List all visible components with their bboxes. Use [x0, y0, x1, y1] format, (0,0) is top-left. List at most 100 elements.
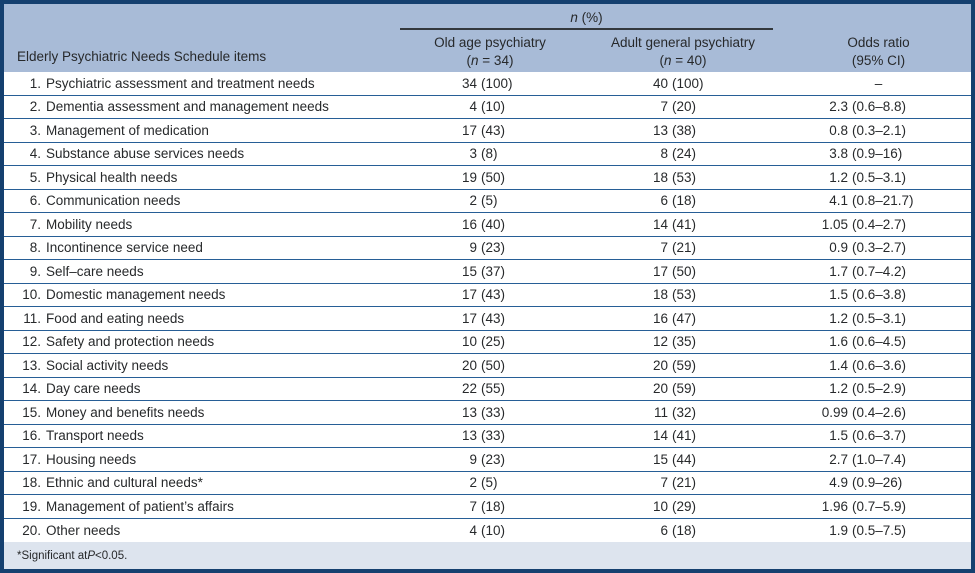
count-value: 7: [660, 240, 668, 256]
item-cell: 3. Management of medication: [4, 123, 400, 138]
count-value: 18: [652, 287, 668, 303]
count-value: 40: [652, 75, 668, 91]
percent-value: (32): [672, 404, 697, 420]
table-row: 6. Communication needs 2 (5) 6 (18) 4.1 (0.8…: [4, 190, 971, 213]
sub-italic-n: n: [471, 53, 479, 68]
n-percent-spanner: n (%): [400, 10, 773, 30]
ci-value: (0.4–2.7): [852, 216, 907, 232]
percent-value: (18): [672, 193, 697, 209]
sub-italic-n: n: [664, 53, 672, 68]
count-value: 9: [469, 240, 477, 256]
percent-value: (100): [481, 75, 513, 91]
sub-post: = 40): [671, 53, 707, 68]
odds-ratio-cell: 1.4 (0.6–3.6): [786, 358, 971, 373]
item-label: Day care needs: [46, 381, 141, 397]
odds-value: 2.7: [829, 451, 848, 467]
count-value: 6: [660, 193, 668, 209]
items-column-header: Elderly Psychiatric Needs Schedule items: [17, 49, 267, 64]
percent-value: (41): [672, 428, 697, 444]
old-age-value-cell: 19 (50): [400, 170, 580, 185]
item-number: 4.: [29, 146, 41, 162]
percent-value: (21): [672, 240, 697, 256]
count-value: 22: [461, 381, 477, 397]
percent-value: (5): [481, 475, 498, 491]
odds-value: 1.05: [821, 216, 848, 232]
table-body: 1. Psychiatric assessment and treatment n…: [4, 72, 971, 542]
percent-value: (25): [481, 334, 506, 350]
item-label: Housing needs: [46, 451, 137, 467]
count-value: 8: [660, 146, 668, 162]
odds-value: 1.9: [829, 522, 848, 538]
count-value: 17: [461, 287, 477, 303]
item-cell: 7. Mobility needs: [4, 217, 400, 232]
item-label: Money and benefits needs: [46, 404, 205, 420]
old-age-value-cell: 16 (40): [400, 217, 580, 232]
item-number: 15.: [22, 404, 41, 420]
ci-value: (0.7–4.2): [852, 263, 907, 279]
item-label: Social activity needs: [46, 357, 169, 373]
count-value: 2: [469, 193, 477, 209]
item-label: Ethnic and cultural needs*: [46, 475, 203, 491]
item-label: Management of medication: [46, 122, 209, 138]
percent-value: (100): [672, 75, 704, 91]
item-number: 18.: [22, 475, 41, 491]
item-label: Incontinence service need: [46, 240, 203, 256]
count-value: 14: [652, 216, 668, 232]
count-value: 17: [461, 122, 477, 138]
adult-general-value-cell: 40 (100): [580, 76, 786, 91]
count-value: 13: [461, 428, 477, 444]
percent-value: (37): [481, 263, 506, 279]
count-value: 10: [652, 498, 668, 514]
ci-value: (0.6–3.7): [852, 428, 907, 444]
item-label: Other needs: [46, 522, 121, 538]
item-cell: 14. Day care needs: [4, 381, 400, 396]
adult-general-value-cell: 12 (35): [580, 334, 786, 349]
item-number: 7.: [29, 216, 41, 232]
percent-value: (18): [672, 522, 697, 538]
count-value: 20: [652, 381, 668, 397]
item-number: 11.: [23, 310, 41, 326]
odds-value: 0.8: [829, 122, 848, 138]
table-header: Elderly Psychiatric Needs Schedule items…: [4, 4, 971, 72]
item-cell: 18. Ethnic and cultural needs*: [4, 475, 400, 490]
old-age-value-cell: 22 (55): [400, 381, 580, 396]
column-subtitle: (n = 34): [400, 52, 580, 70]
odds-ratio-cell: –: [874, 75, 883, 91]
item-label: Psychiatric assessment and treatment nee…: [46, 75, 315, 91]
count-value: 34: [461, 75, 477, 91]
percent-value: (33): [481, 404, 506, 420]
odds-value: 1.2: [829, 169, 848, 185]
table-row: 15. Money and benefits needs 13 (33) 11 (32…: [4, 401, 971, 425]
table-row: 8. Incontinence service need 9 (23) 7 (21) …: [4, 237, 971, 260]
odds-value: 1.96: [821, 498, 848, 514]
table-row: 11. Food and eating needs 17 (43) 16 (47) 1…: [4, 307, 971, 331]
item-number: 13.: [22, 357, 41, 373]
item-label: Food and eating needs: [46, 310, 185, 326]
item-label: Substance abuse services needs: [46, 146, 245, 162]
percent-value: (38): [672, 122, 697, 138]
adult-general-value-cell: 17 (50): [580, 264, 786, 279]
odds-ratio-cell: 1.6 (0.6–4.5): [786, 334, 971, 349]
odds-ratio-cell: 2.7 (1.0–7.4): [786, 452, 971, 467]
odds-ratio-cell: 1.2 (0.5–3.1): [786, 311, 971, 326]
table-row: 20. Other needs 4 (10) 6 (18) 1.9 (0.5–7.5): [4, 519, 971, 543]
sub-pre: (: [466, 53, 472, 68]
adult-general-value-cell: 7 (21): [580, 240, 786, 255]
item-number: 17.: [22, 451, 41, 467]
footnote-pre: *Significant at: [17, 549, 88, 562]
spanner-italic-n: n: [570, 10, 578, 25]
table-row: 1. Psychiatric assessment and treatment n…: [4, 72, 971, 96]
item-cell: 12. Safety and protection needs: [4, 334, 400, 349]
old-age-value-cell: 20 (50): [400, 358, 580, 373]
table-row: 4. Substance abuse services needs 3 (8) 8(…: [4, 143, 971, 166]
percent-value: (10): [481, 99, 506, 115]
item-cell: 1. Psychiatric assessment and treatment n…: [4, 76, 400, 91]
percent-value: (43): [481, 122, 506, 138]
table-row: 16. Transport needs 13 (33) 14 (41) 1.5 (0.6…: [4, 425, 971, 448]
old-age-value-cell: 9 (23): [400, 240, 580, 255]
item-number: 14.: [22, 381, 41, 397]
sub-post: = 34): [478, 53, 514, 68]
count-value: 4: [469, 522, 477, 538]
item-label: Mobility needs: [46, 216, 133, 232]
